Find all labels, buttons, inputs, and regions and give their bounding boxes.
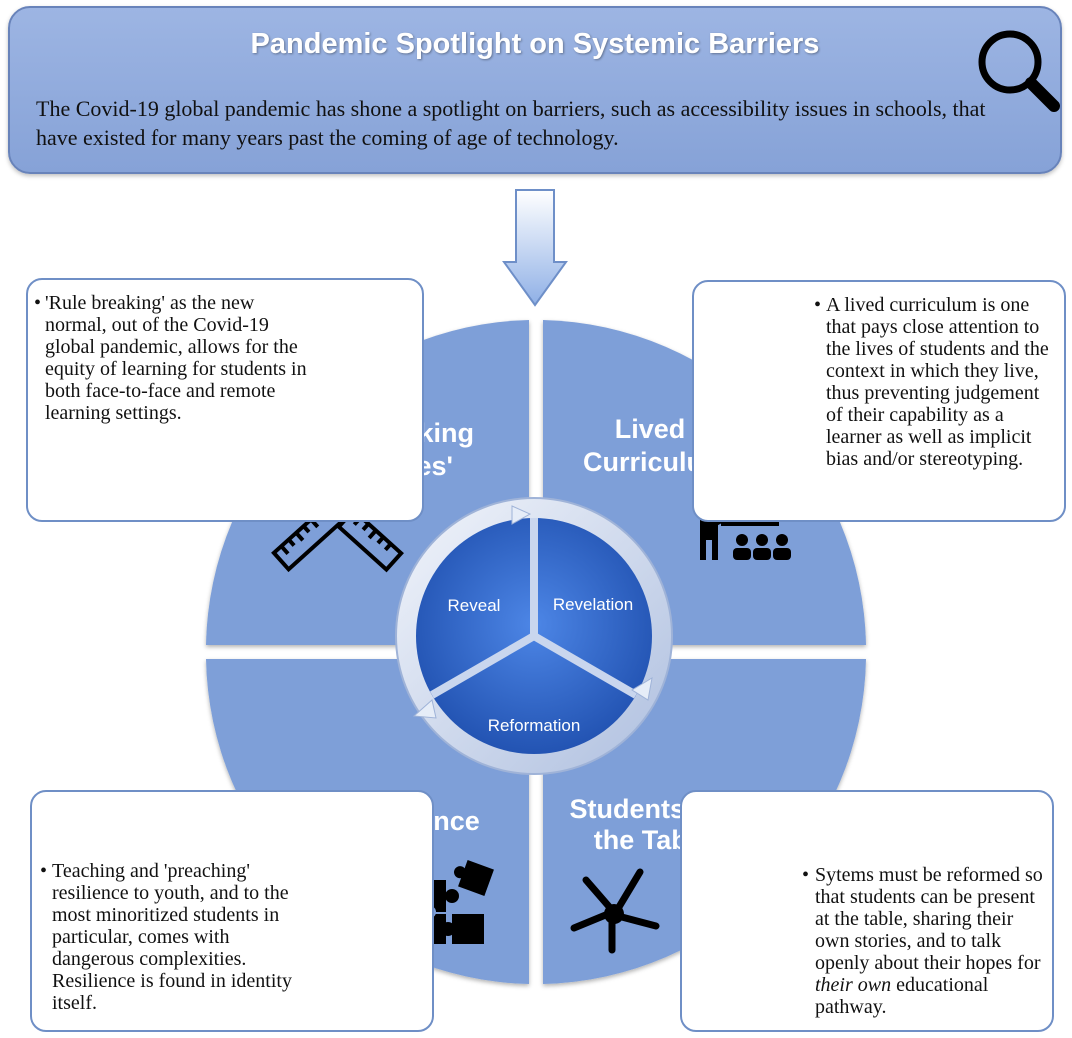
description-students-at-table: Sytems must be reformed so that students… (815, 864, 1047, 1018)
description-resilience: Teaching and 'preaching' resilience to y… (52, 860, 292, 1014)
cycle-label-reveal: Reveal (448, 596, 501, 615)
header-banner: Pandemic Spotlight on Systemic Barriers … (8, 6, 1062, 174)
magnifying-glass-icon (978, 30, 1060, 112)
cycle-label-reformation: Reformation (488, 716, 581, 735)
description-students-part2: educational pathway. (815, 974, 989, 1018)
description-students-emphasis: their own (815, 974, 892, 996)
description-box-students-at-table: • Sytems must be reformed so that studen… (680, 790, 1054, 1032)
cycle-arrow-icon (511, 505, 532, 525)
joined-hands-icon (570, 868, 660, 954)
description-students-part1: Sytems must be reformed so that students… (815, 864, 1043, 974)
bullet-icon: • (802, 864, 810, 886)
down-arrow-icon (502, 189, 568, 307)
cycle-label-revelation: Revelation (553, 595, 633, 614)
cycle-arrow-icon (412, 699, 437, 719)
banner-title: Pandemic Spotlight on Systemic Barriers (250, 28, 820, 60)
description-box-resilience: • Teaching and 'preaching' resilience to… (30, 790, 434, 1032)
cycle-arrow-icon (631, 677, 653, 701)
description-box-lived-curriculum: • A lived curriculum is one that pays cl… (692, 280, 1066, 522)
bullet-icon: • (40, 860, 48, 882)
description-box-breaking-rules: • 'Rule breaking' as the new normal, out… (26, 278, 424, 522)
description-breaking-rules: 'Rule breaking' as the new normal, out o… (45, 292, 307, 424)
banner-text: The Covid-19 global pandemic has shone a… (36, 96, 986, 150)
description-lived-curriculum: A lived curriculum is one that pays clos… (826, 294, 1049, 470)
bullet-icon: • (814, 294, 822, 316)
quadrant-title-lived-1: Lived (615, 414, 686, 444)
bullet-icon: • (34, 292, 42, 314)
